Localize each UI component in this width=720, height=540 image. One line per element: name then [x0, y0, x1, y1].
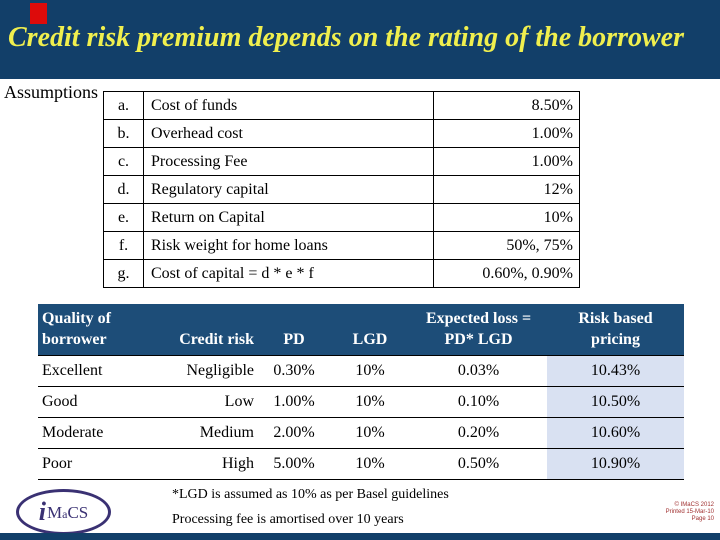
- header-line: LGD: [352, 331, 388, 348]
- cell-risk-based-pricing: 10.90%: [547, 448, 684, 480]
- cell-quality: Excellent: [38, 355, 160, 387]
- cell-risk-based-pricing: 10.50%: [547, 386, 684, 418]
- assumption-key: d.: [103, 175, 144, 204]
- table-row: g. Cost of capital = d * e * f 0.60%, 0.…: [103, 259, 580, 288]
- logo-letter-a: a: [62, 507, 68, 521]
- assumption-desc: Processing Fee: [143, 147, 434, 176]
- copyright-text: © IMaCS 2012: [674, 502, 714, 508]
- cell-quality: Poor: [38, 448, 160, 480]
- cell-credit-risk: Medium: [160, 417, 258, 449]
- table-row: Moderate Medium 2.00% 10% 0.20% 10.60%: [38, 417, 684, 449]
- table-row: a. Cost of funds 8.50%: [103, 91, 580, 120]
- table-row: c. Processing Fee 1.00%: [103, 147, 580, 176]
- cell-expected-loss: 0.03%: [410, 355, 547, 387]
- assumption-key: g.: [103, 259, 144, 288]
- cell-lgd: 10%: [330, 417, 410, 449]
- cell-expected-loss: 0.50%: [410, 448, 547, 480]
- table-row: d. Regulatory capital 12%: [103, 175, 580, 204]
- header-line: pricing: [591, 331, 640, 348]
- assumption-key: f.: [103, 231, 144, 260]
- cell-credit-risk: High: [160, 448, 258, 480]
- assumption-value: 1.00%: [433, 119, 580, 148]
- assumption-desc: Regulatory capital: [143, 175, 434, 204]
- table-row: Poor High 5.00% 10% 0.50% 10.90%: [38, 448, 684, 480]
- cell-quality: Moderate: [38, 417, 160, 449]
- cell-pd: 0.30%: [258, 355, 330, 387]
- table-row: Excellent Negligible 0.30% 10% 0.03% 10.…: [38, 355, 684, 387]
- assumptions-label: Assumptions: [4, 82, 99, 102]
- cell-credit-risk: Low: [160, 386, 258, 418]
- header-credit-risk: Credit risk: [160, 304, 258, 356]
- assumption-value: 12%: [433, 175, 580, 204]
- header-lgd: LGD: [330, 304, 410, 356]
- table-row: Good Low 1.00% 10% 0.10% 10.50%: [38, 386, 684, 418]
- assumptions-table: a. Cost of funds 8.50% b. Overhead cost …: [103, 91, 580, 288]
- pricing-table: Quality of borrower Credit risk PD LGD E…: [38, 304, 684, 480]
- logo-letter-i: i: [38, 497, 46, 526]
- cell-lgd: 10%: [330, 355, 410, 387]
- imacs-logo: i M a CS: [16, 489, 111, 535]
- table-row: f. Risk weight for home loans 50%, 75%: [103, 231, 580, 260]
- assumption-desc: Risk weight for home loans: [143, 231, 434, 260]
- header-quality-of-borrower: Quality of borrower: [38, 304, 160, 356]
- bottom-bar: [0, 533, 720, 540]
- header-line: Expected loss =: [425, 310, 532, 327]
- title-bar: Credit risk premium depends on the ratin…: [0, 0, 720, 79]
- printed-date-text: Printed 15-Mar-10: [665, 509, 714, 515]
- cell-risk-based-pricing: 10.60%: [547, 417, 684, 449]
- assumption-desc: Return on Capital: [143, 203, 434, 232]
- cell-lgd: 10%: [330, 448, 410, 480]
- cell-quality: Good: [38, 386, 160, 418]
- cell-pd: 1.00%: [258, 386, 330, 418]
- header-line: Quality of: [42, 310, 111, 327]
- header-risk-based-pricing: Risk based pricing: [547, 304, 684, 356]
- pricing-header-row: Quality of borrower Credit risk PD LGD E…: [38, 304, 684, 356]
- assumption-value: 8.50%: [433, 91, 580, 120]
- cell-lgd: 10%: [330, 386, 410, 418]
- footnote-processing-fee: Processing fee is amortised over 10 year…: [172, 512, 404, 527]
- assumption-value: 50%, 75%: [433, 231, 580, 260]
- table-row: e. Return on Capital 10%: [103, 203, 580, 232]
- assumption-key: b.: [103, 119, 144, 148]
- assumption-desc: Cost of funds: [143, 91, 434, 120]
- red-accent-square: [30, 3, 47, 24]
- cell-pd: 5.00%: [258, 448, 330, 480]
- page-number: Page 10: [691, 516, 714, 522]
- footnote-lgd: *LGD is assumed as 10% as per Basel guid…: [172, 487, 449, 502]
- header-line: PD* LGD: [444, 331, 513, 348]
- header-line: borrower: [42, 331, 107, 348]
- slide-title: Credit risk premium depends on the ratin…: [8, 22, 684, 53]
- header-line: Risk based: [578, 310, 653, 327]
- assumption-desc: Overhead cost: [143, 119, 434, 148]
- header-line: Credit risk: [179, 331, 254, 348]
- logo-letter-m: M: [46, 502, 63, 522]
- assumption-key: e.: [103, 203, 144, 232]
- assumption-key: a.: [103, 91, 144, 120]
- assumption-value: 0.60%, 0.90%: [433, 259, 580, 288]
- logo-letters-cs: CS: [67, 502, 89, 522]
- cell-credit-risk: Negligible: [160, 355, 258, 387]
- assumption-value: 10%: [433, 203, 580, 232]
- assumption-value: 1.00%: [433, 147, 580, 176]
- assumption-key: c.: [103, 147, 144, 176]
- footer-meta: © IMaCS 2012 Printed 15-Mar-10 Page 10: [666, 502, 714, 523]
- footnotes: *LGD is assumed as 10% as per Basel guid…: [172, 487, 449, 528]
- header-pd: PD: [258, 304, 330, 356]
- assumption-desc: Cost of capital = d * e * f: [143, 259, 434, 288]
- cell-expected-loss: 0.10%: [410, 386, 547, 418]
- table-row: b. Overhead cost 1.00%: [103, 119, 580, 148]
- cell-pd: 2.00%: [258, 417, 330, 449]
- cell-risk-based-pricing: 10.43%: [547, 355, 684, 387]
- cell-expected-loss: 0.20%: [410, 417, 547, 449]
- header-line: PD: [283, 331, 305, 348]
- header-expected-loss: Expected loss = PD* LGD: [410, 304, 547, 356]
